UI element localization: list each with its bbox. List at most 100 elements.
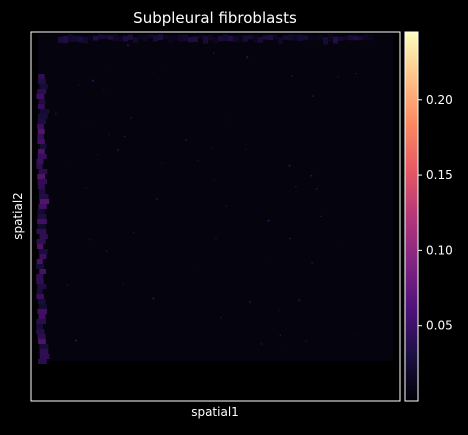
spot (39, 269, 46, 274)
spot (163, 35, 168, 40)
colorbar-ticks: 0.05 0.10 0.15 0.20 (418, 93, 453, 333)
spot (295, 185, 297, 188)
spot (132, 232, 135, 234)
spot (37, 89, 47, 94)
spot (320, 215, 322, 218)
spot (152, 297, 155, 300)
spot (353, 35, 358, 41)
spot (39, 234, 48, 239)
spot (198, 34, 203, 40)
colorbar-tick-label: 0.05 (426, 319, 453, 333)
spot (291, 74, 293, 77)
spot (39, 144, 47, 149)
spot (129, 116, 133, 119)
spot (220, 316, 223, 319)
spot (244, 148, 247, 151)
spot (244, 143, 247, 146)
spot (73, 35, 78, 42)
spot (338, 36, 343, 41)
spot (36, 294, 44, 299)
spot (173, 35, 178, 41)
spot (39, 199, 50, 204)
spot (106, 64, 108, 67)
spot (210, 147, 213, 150)
spot (103, 88, 105, 91)
spot (283, 343, 286, 346)
spot (225, 119, 227, 122)
spot (318, 34, 323, 41)
spot (228, 35, 233, 42)
spot (36, 239, 46, 244)
spot (83, 36, 88, 44)
spot (267, 219, 270, 222)
spot (193, 36, 198, 43)
spot (37, 174, 46, 179)
spot (58, 36, 63, 43)
spot (36, 229, 47, 234)
spot (66, 284, 69, 287)
spot (218, 36, 223, 42)
spot-layer (36, 34, 393, 364)
spot (208, 35, 213, 41)
spot (333, 36, 338, 44)
spot (38, 99, 46, 104)
spot (88, 35, 93, 41)
spot (36, 274, 44, 279)
spot (188, 36, 193, 43)
spot (185, 138, 188, 141)
spot (311, 95, 314, 98)
spot (37, 129, 45, 134)
spot (63, 35, 68, 44)
spot (343, 35, 348, 41)
spot (36, 324, 44, 329)
spot (203, 35, 208, 44)
spot (313, 35, 318, 41)
spot (283, 35, 288, 40)
spot (39, 349, 49, 354)
spot (107, 133, 111, 136)
plot-frame (30, 31, 401, 402)
spot (258, 36, 263, 43)
spot (368, 34, 373, 41)
spot (37, 359, 47, 364)
spot (37, 179, 48, 184)
spot (168, 36, 173, 44)
spot (289, 237, 291, 240)
spot (36, 164, 43, 169)
spot (268, 35, 273, 41)
spot (87, 120, 89, 123)
spot (38, 314, 46, 319)
spot (273, 34, 278, 40)
spot (215, 237, 217, 239)
spot (288, 34, 293, 41)
spot (198, 265, 200, 268)
spot (38, 339, 46, 344)
spot (36, 319, 46, 324)
spot (37, 79, 46, 84)
spot (39, 304, 47, 309)
spot (85, 187, 88, 189)
spot (36, 94, 45, 99)
colorbar: 0.05 0.10 0.15 0.20 (404, 31, 453, 402)
colorbar-frame (404, 31, 419, 402)
spot (98, 34, 103, 40)
spot (37, 219, 47, 224)
spot (36, 159, 44, 164)
spot (36, 279, 44, 284)
spot (298, 34, 303, 41)
spot (303, 35, 308, 40)
spot (105, 250, 108, 252)
spot (358, 36, 363, 41)
spot (122, 282, 125, 285)
spot (116, 148, 119, 152)
spot (37, 184, 45, 189)
spot (123, 135, 126, 138)
spot (155, 197, 159, 201)
spot (197, 160, 199, 162)
spot (88, 238, 91, 241)
spot (39, 254, 47, 259)
spot (91, 79, 95, 82)
spot (38, 169, 48, 174)
